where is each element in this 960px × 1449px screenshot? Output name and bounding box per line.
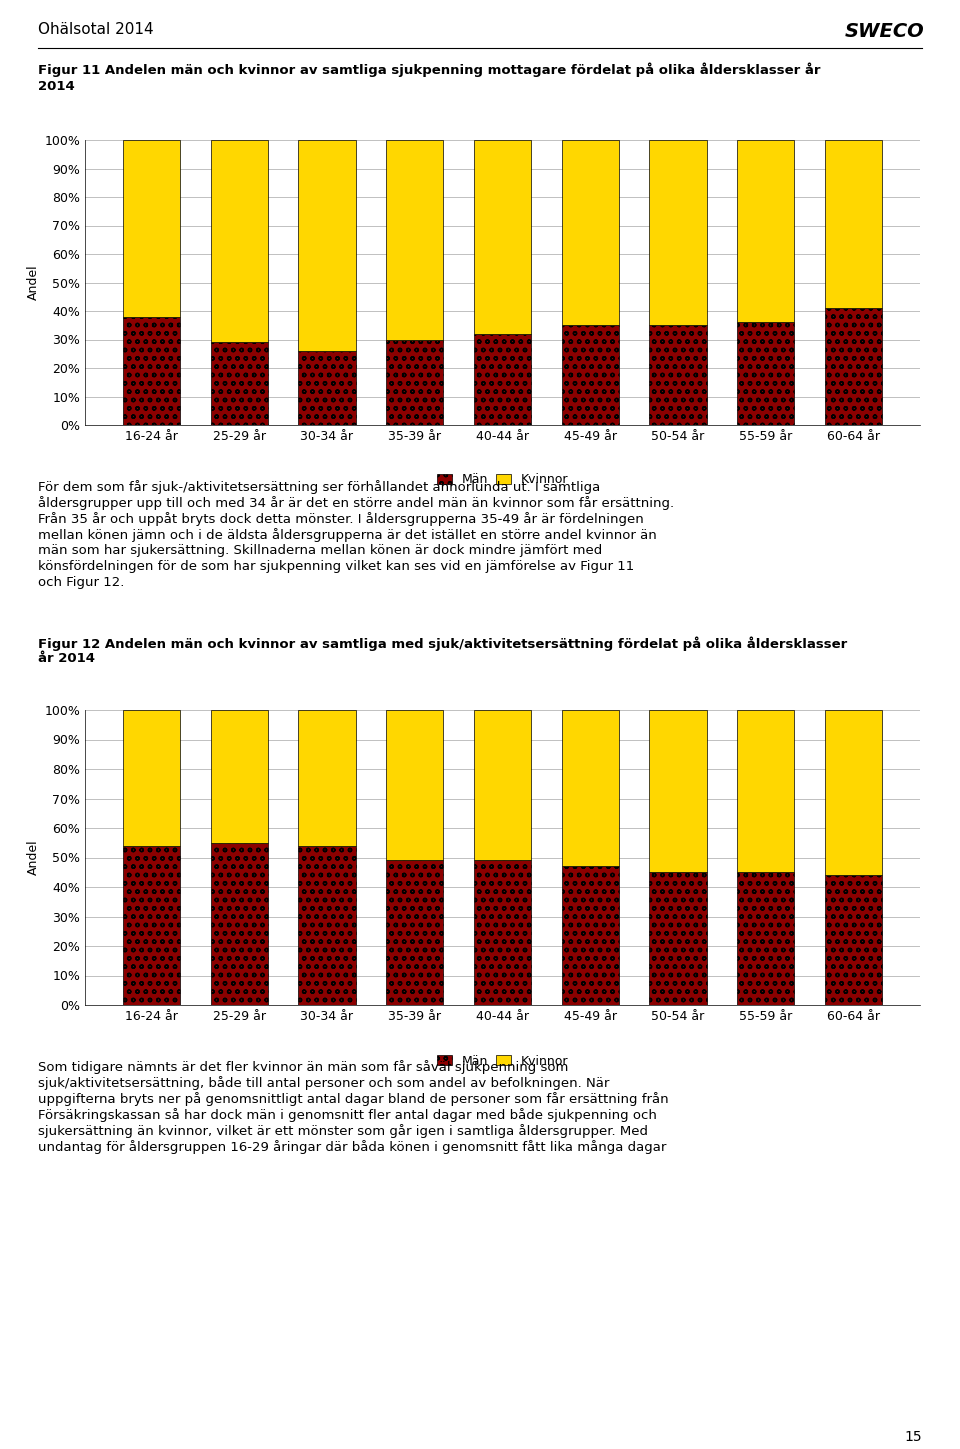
Bar [474, 861, 531, 1006]
Bar [650, 325, 707, 425]
Bar [825, 141, 882, 309]
Bar [737, 710, 794, 872]
Text: och Figur 12.: och Figur 12. [38, 577, 125, 588]
Bar [123, 846, 180, 1006]
Text: könsfördelningen för de som har sjukpenning vilket kan ses vid en jämförelse av : könsfördelningen för de som har sjukpenn… [38, 559, 635, 572]
Text: år 2014: år 2014 [38, 652, 95, 665]
Text: SWECO: SWECO [845, 22, 924, 41]
Text: sjuk/aktivitetsersättning, både till antal personer och som andel av befolkninge: sjuk/aktivitetsersättning, både till ant… [38, 1077, 610, 1090]
Text: sjukersättning än kvinnor, vilket är ett mönster som går igen i samtliga åldersg: sjukersättning än kvinnor, vilket är ett… [38, 1124, 648, 1137]
Text: Figur 12 Andelen män och kvinnor av samtliga med sjuk/aktivitetsersättning förde: Figur 12 Andelen män och kvinnor av samt… [38, 636, 848, 651]
Text: För dem som får sjuk-/aktivitetsersättning ser förhållandet annorlunda ut. I sam: För dem som får sjuk-/aktivitetsersättni… [38, 480, 601, 494]
Bar [123, 710, 180, 846]
Bar [737, 322, 794, 425]
Legend: Män, Kvinnor: Män, Kvinnor [432, 468, 573, 491]
Bar [474, 141, 531, 333]
Text: Figur 11 Andelen män och kvinnor av samtliga sjukpenning mottagare fördelat på o: Figur 11 Andelen män och kvinnor av samt… [38, 62, 821, 77]
Y-axis label: Andel: Andel [27, 839, 40, 875]
Bar [386, 861, 444, 1006]
Bar [123, 141, 180, 317]
Text: undantag för åldersgruppen 16-29 åringar där båda könen i genomsnitt fått lika m: undantag för åldersgruppen 16-29 åringar… [38, 1140, 667, 1153]
Text: Från 35 år och uppåt bryts dock detta mönster. I åldersgrupperna 35-49 år är för: Från 35 år och uppåt bryts dock detta mö… [38, 511, 644, 526]
Text: Ohälsotal 2014: Ohälsotal 2014 [38, 22, 154, 38]
Text: Som tidigare nämnts är det fler kvinnor än män som får såväl sjukpenning som: Som tidigare nämnts är det fler kvinnor … [38, 1061, 568, 1074]
Text: 15: 15 [904, 1430, 922, 1445]
Bar [825, 875, 882, 1006]
Bar [386, 141, 444, 339]
Bar [562, 710, 619, 867]
Text: 2014: 2014 [38, 80, 75, 93]
Text: åldersgrupper upp till och med 34 år är det en större andel män än kvinnor som f: åldersgrupper upp till och med 34 år är … [38, 496, 675, 510]
Bar [474, 710, 531, 861]
Bar [210, 141, 268, 342]
Text: mellan könen jämn och i de äldsta åldersgrupperna är det istället en större ande: mellan könen jämn och i de äldsta ålders… [38, 527, 658, 542]
Bar [210, 342, 268, 425]
Bar [299, 846, 355, 1006]
Text: män som har sjukersättning. Skillnaderna mellan könen är dock mindre jämfört med: män som har sjukersättning. Skillnaderna… [38, 543, 603, 556]
Bar [562, 867, 619, 1006]
Bar [650, 710, 707, 872]
Bar [825, 710, 882, 875]
Y-axis label: Andel: Andel [27, 265, 40, 300]
Bar [737, 141, 794, 322]
Bar [825, 309, 882, 425]
Bar [650, 872, 707, 1006]
Bar [123, 317, 180, 425]
Bar [299, 141, 355, 351]
Bar [562, 325, 619, 425]
Bar [299, 351, 355, 425]
Bar [737, 872, 794, 1006]
Bar [210, 843, 268, 1006]
Bar [650, 141, 707, 325]
Bar [299, 710, 355, 846]
Bar [386, 339, 444, 425]
Bar [386, 710, 444, 861]
Bar [210, 710, 268, 843]
Bar [562, 141, 619, 325]
Bar [474, 333, 531, 425]
Legend: Män, Kvinnor: Män, Kvinnor [432, 1049, 573, 1072]
Text: uppgifterna bryts ner på genomsnittligt antal dagar bland de personer som får er: uppgifterna bryts ner på genomsnittligt … [38, 1093, 669, 1106]
Text: Försäkringskassan så har dock män i genomsnitt fler antal dagar med både sjukpen: Försäkringskassan så har dock män i geno… [38, 1108, 658, 1122]
